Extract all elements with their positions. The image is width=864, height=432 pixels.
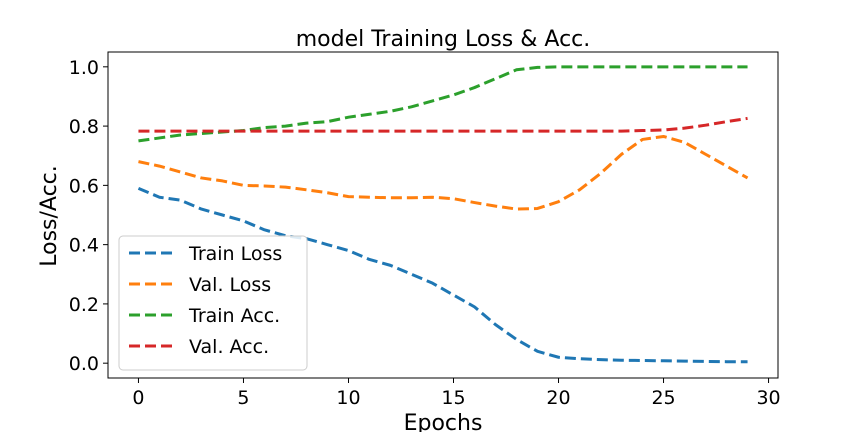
y-tick-label: 0.0 [69,353,99,375]
series-line-2 [138,134,749,211]
x-tick-label: 10 [336,387,360,409]
ticks-layer: 0 5 10 15 20 25 30 0.0 0.2 0.4 0.6 0.8 1.0 [69,57,781,409]
legend-box [118,235,308,371]
x-tick-label: 0 [132,387,144,409]
series-layer [137,65,749,364]
legend-label: Val. Acc. [189,336,269,358]
x-tick-label: 30 [756,387,780,409]
plot-frame [107,51,779,379]
x-tick-label: 20 [546,387,570,409]
x-tick-label: 25 [651,387,675,409]
y-tick-label: 0.2 [69,294,99,316]
legend-label: Train Acc. [188,305,280,327]
legend-label: Train Loss [188,243,282,265]
series-line-4 [138,116,748,133]
y-tick-label: 0.4 [69,235,99,257]
series-line-1 [137,186,748,364]
legend: Train Loss Val. Loss Train Acc. Val. Acc. [118,235,308,371]
y-tick-label: 1.0 [69,57,99,79]
y-axis-label: Loss/Acc. [37,165,62,267]
x-tick-label: 15 [441,387,465,409]
legend-label: Val. Loss [189,274,271,296]
chart-title: model Training Loss & Acc. [296,27,591,52]
x-axis-label: Epochs [404,411,483,432]
y-tick-label: 0.6 [69,175,99,197]
x-tick-label: 5 [237,387,249,409]
y-tick-label: 0.8 [69,116,99,138]
